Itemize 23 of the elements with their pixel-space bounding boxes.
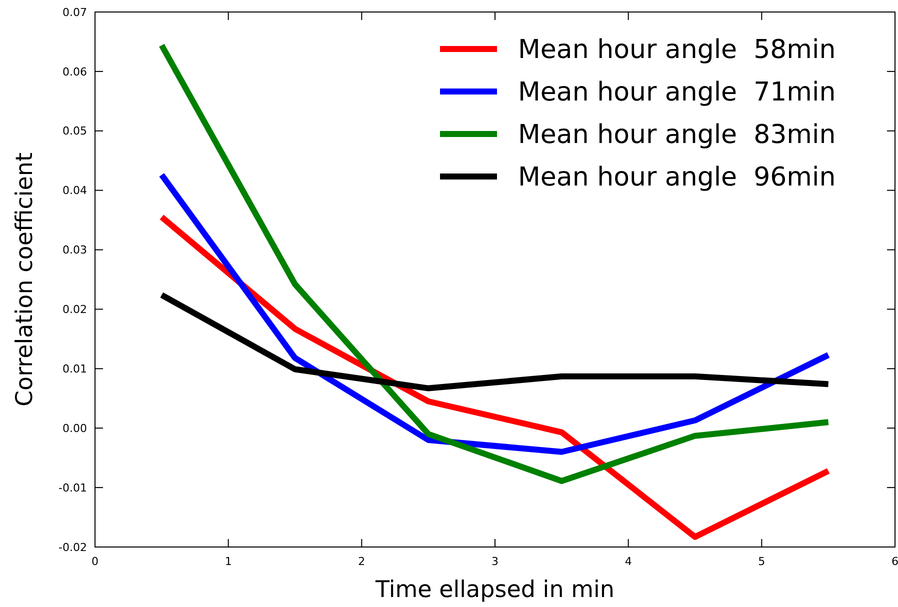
- x-tick-label: 5: [758, 555, 766, 568]
- y-tick-label: -0.01: [58, 481, 87, 494]
- y-tick-label: 0.02: [62, 303, 87, 316]
- y-tick-label: 0.06: [62, 65, 87, 78]
- y-tick-label: 0.00: [62, 422, 87, 435]
- y-axis-title: Correlation coefficient: [12, 152, 38, 407]
- y-tick-label: 0.05: [62, 124, 87, 138]
- x-tick-label: 1: [224, 555, 232, 568]
- x-tick-label: 0: [92, 555, 98, 568]
- x-tick-label: 4: [624, 555, 632, 568]
- x-tick-label: 2: [358, 555, 366, 568]
- x-axis-title: Time ellapsed in min: [374, 577, 614, 603]
- y-tick-label: 0.04: [62, 184, 87, 198]
- x-tick-label: 3: [492, 555, 498, 568]
- x-tick-label: 6: [892, 555, 898, 568]
- y-tick-label: 0.07: [62, 6, 87, 19]
- y-tick-label: 0.03: [62, 244, 87, 257]
- legend-label: Mean hour angle 83min: [518, 120, 836, 150]
- y-tick-label: -0.02: [58, 540, 87, 554]
- legend-label: Mean hour angle 71min: [518, 78, 836, 108]
- y-tick-label: 0.01: [62, 362, 87, 376]
- legend-label: Mean hour angle 58min: [518, 35, 836, 66]
- legend-label: Mean hour angle 96min: [518, 162, 836, 193]
